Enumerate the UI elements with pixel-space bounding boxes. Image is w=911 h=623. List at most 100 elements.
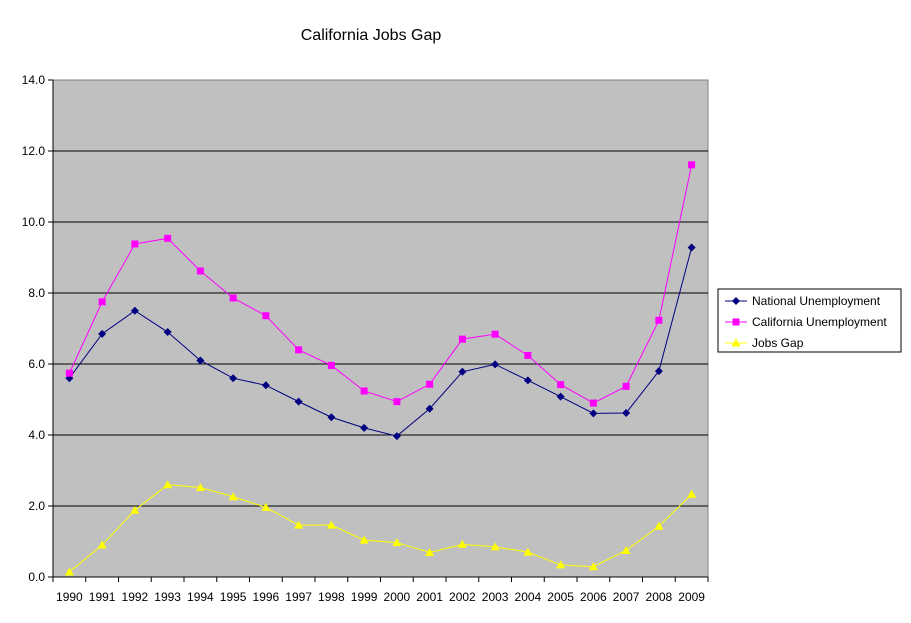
data-point xyxy=(655,316,663,324)
data-point xyxy=(393,398,401,406)
data-point xyxy=(622,408,631,417)
data-point xyxy=(295,346,303,354)
legend: National Unemployment California Unemploy… xyxy=(717,288,902,353)
legend-item: National Unemployment xyxy=(725,294,881,308)
legend-marker xyxy=(732,297,740,305)
x-tick-label: 2003 xyxy=(482,590,509,604)
series-line xyxy=(69,484,692,573)
gridlines xyxy=(53,150,708,507)
data-point xyxy=(426,380,434,388)
data-point xyxy=(98,329,107,338)
series-3 xyxy=(64,480,697,576)
data-point xyxy=(457,539,467,548)
data-point xyxy=(163,328,172,337)
y-tick-label: 2.0 xyxy=(28,499,45,513)
y-tick-label: 12.0 xyxy=(22,144,46,158)
data-point xyxy=(196,267,204,275)
y-tick-label: 8.0 xyxy=(28,286,45,300)
data-point xyxy=(163,480,173,489)
x-tick-label: 1997 xyxy=(285,590,312,604)
data-point xyxy=(524,351,532,359)
data-point xyxy=(688,161,696,169)
x-tick-label: 1992 xyxy=(122,590,149,604)
data-point xyxy=(261,502,271,511)
y-tick-label: 6.0 xyxy=(28,357,45,371)
y-tick-label: 0.0 xyxy=(28,570,45,584)
series-layer xyxy=(64,161,697,576)
x-tick-label: 1999 xyxy=(351,590,378,604)
data-point xyxy=(327,413,336,422)
data-point xyxy=(164,234,172,242)
x-tick-label: 1996 xyxy=(253,590,280,604)
data-point xyxy=(392,538,402,547)
data-point xyxy=(687,243,696,252)
data-point xyxy=(392,432,401,441)
series-1 xyxy=(65,243,696,441)
data-point xyxy=(130,505,140,514)
data-point xyxy=(621,545,631,554)
data-point xyxy=(557,381,565,389)
data-point xyxy=(556,392,565,401)
data-point xyxy=(589,399,597,407)
x-tick-label: 2002 xyxy=(449,590,476,604)
data-point xyxy=(360,387,368,395)
data-point xyxy=(65,369,73,377)
data-point xyxy=(523,376,532,385)
data-point xyxy=(64,567,74,576)
x-tick-label: 1998 xyxy=(318,590,345,604)
data-point xyxy=(261,381,270,390)
data-point xyxy=(229,374,238,383)
x-tick-label: 2007 xyxy=(613,590,640,604)
series-line xyxy=(68,164,693,404)
data-point xyxy=(622,382,630,390)
x-tick-label: 1994 xyxy=(187,590,214,604)
data-point xyxy=(654,367,663,376)
data-point xyxy=(687,489,697,498)
data-point xyxy=(326,520,336,529)
data-point xyxy=(360,423,369,432)
data-point xyxy=(458,335,466,343)
data-point xyxy=(294,397,303,406)
data-point xyxy=(458,367,467,376)
legend-label: Jobs Gap xyxy=(752,336,804,350)
data-point xyxy=(229,294,237,302)
data-point xyxy=(523,547,533,556)
x-tick-label: 2009 xyxy=(678,590,705,604)
legend-item: California Unemployment xyxy=(725,315,887,329)
x-tick-label: 1993 xyxy=(154,590,181,604)
legend-item: Jobs Gap xyxy=(725,336,804,350)
data-point xyxy=(588,562,598,571)
data-point xyxy=(131,240,139,248)
y-tick-label: 10.0 xyxy=(22,215,46,229)
data-point xyxy=(228,492,238,501)
data-point xyxy=(556,560,566,569)
plot-area xyxy=(52,79,709,578)
data-point xyxy=(491,330,499,338)
data-point xyxy=(98,298,106,306)
legend-marker xyxy=(731,338,741,347)
data-point xyxy=(294,520,304,529)
x-tick-label: 2005 xyxy=(547,590,574,604)
x-tick-label: 2006 xyxy=(580,590,607,604)
data-point xyxy=(589,409,598,418)
series-2 xyxy=(65,161,696,407)
legend-label: California Unemployment xyxy=(752,315,887,329)
legend-marker xyxy=(732,318,740,326)
x-tick-label: 2001 xyxy=(416,590,443,604)
y-tick-label: 4.0 xyxy=(28,428,45,442)
x-tick-label: 2000 xyxy=(384,590,411,604)
data-point xyxy=(425,404,434,413)
y-tick-label: 14.0 xyxy=(22,73,46,87)
x-tick-label: 1990 xyxy=(56,590,83,604)
data-point xyxy=(196,356,205,365)
legend-label: National Unemployment xyxy=(752,294,881,308)
data-point xyxy=(491,360,500,369)
data-point xyxy=(359,535,369,544)
data-point xyxy=(490,542,500,551)
x-tick-label: 1995 xyxy=(220,590,247,604)
axes: 0.0 2.0 4.0 6.0 8.0 10.0 12.0 14.0 1990 1991 1992 1… xyxy=(22,73,709,604)
x-tick-label: 2004 xyxy=(515,590,542,604)
series-line xyxy=(68,247,693,437)
